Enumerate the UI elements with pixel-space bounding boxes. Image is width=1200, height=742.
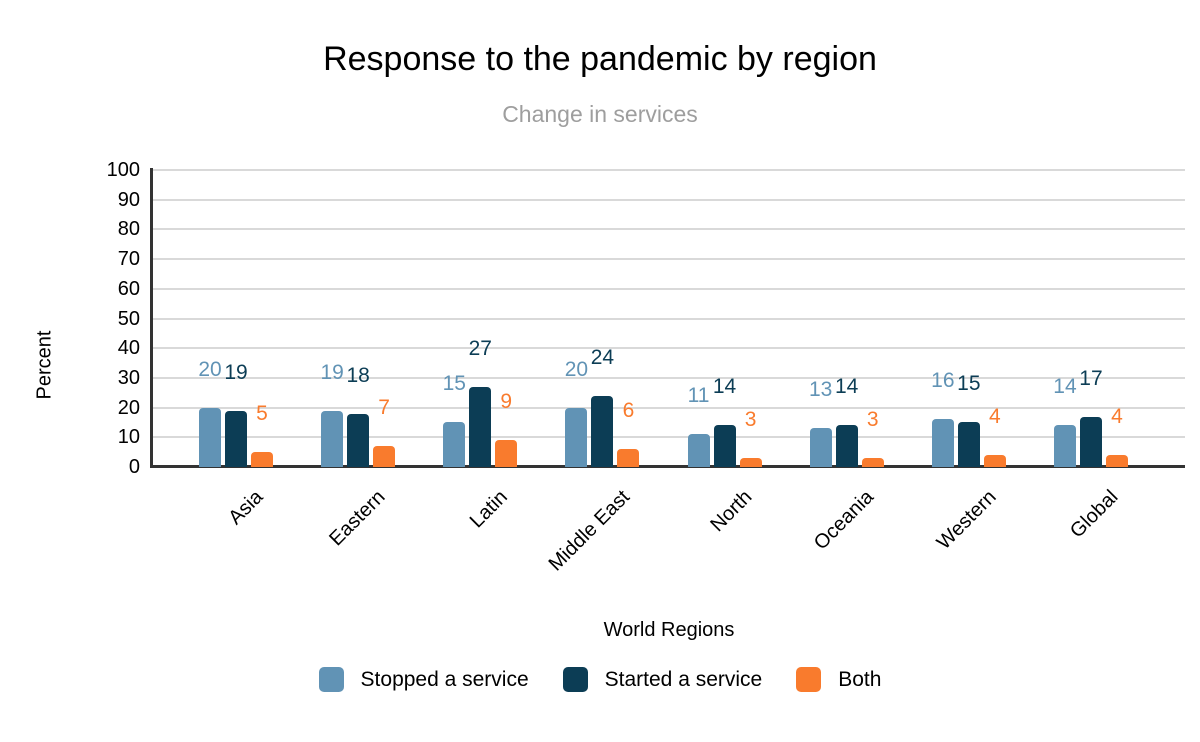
y-tick-label: 100 xyxy=(106,159,140,181)
y-tick-label: 10 xyxy=(117,426,140,449)
bar-value-label: 17 xyxy=(1079,366,1103,390)
x-tick-label: Eastern xyxy=(325,486,390,551)
bar-stopped-a-service-asia[interactable] xyxy=(199,407,221,467)
plot-area: 0 10 20 30 40 50 60 70 80 90 100 20 19 5 Asia 19 18 7 East… xyxy=(107,159,1185,575)
bar-value-label: 11 xyxy=(687,384,710,408)
bar-value-label: 19 xyxy=(224,360,248,384)
y-tick-label: 0 xyxy=(128,456,140,478)
bar-started-a-service-eastern[interactable] xyxy=(347,413,370,467)
bar-value-label: 4 xyxy=(988,405,1001,429)
y-axis-line xyxy=(150,168,153,467)
gridline xyxy=(153,406,1185,409)
gridline xyxy=(153,169,1185,171)
gridline xyxy=(153,317,1185,320)
y-tick-label: 80 xyxy=(117,218,140,241)
gridline xyxy=(153,258,1185,261)
y-tick-label: 50 xyxy=(117,307,140,330)
bar-stopped-a-service-global[interactable] xyxy=(1053,425,1076,467)
gridline xyxy=(153,376,1185,379)
bar-value-label: 20 xyxy=(564,357,589,381)
bar-both-middle-east[interactable] xyxy=(617,449,640,467)
bar-both-north[interactable] xyxy=(739,458,762,467)
gridline xyxy=(153,198,1185,201)
x-axis-title: World Regions xyxy=(603,619,735,641)
legend-label: Both xyxy=(838,667,882,691)
x-tick-label: Oceania xyxy=(810,486,879,555)
bar-value-label: 15 xyxy=(442,372,466,396)
bar-started-a-service-western[interactable] xyxy=(957,422,980,467)
bar-stopped-a-service-eastern[interactable] xyxy=(321,410,344,467)
bar-value-label: 24 xyxy=(590,345,615,369)
chart-title: Response to the pandemic by region xyxy=(323,40,877,78)
y-tick-label: 70 xyxy=(117,248,140,271)
x-tick-label: Asia xyxy=(224,486,268,530)
bar-value-label: 14 xyxy=(1053,375,1077,399)
bar-stopped-a-service-latin[interactable] xyxy=(443,422,466,467)
x-tick-label: Latin xyxy=(465,486,512,533)
legend-swatch-both xyxy=(796,667,822,692)
x-tick-label: North xyxy=(705,486,757,537)
bar-value-label: 4 xyxy=(1111,405,1123,429)
legend-item-both[interactable]: Both xyxy=(796,667,881,692)
bar-value-label: 14 xyxy=(712,375,737,399)
x-tick-label: Western xyxy=(932,486,1001,554)
bar-both-western[interactable] xyxy=(983,455,1006,467)
bar-value-label: 7 xyxy=(378,396,390,420)
bar-value-label: 27 xyxy=(468,336,492,360)
bar-value-label: 14 xyxy=(835,375,859,399)
y-tick-label: 30 xyxy=(117,366,140,389)
legend-label: Stopped a service xyxy=(360,667,529,691)
legend-item-started-a-service[interactable]: Started a service xyxy=(562,667,763,692)
bar-stopped-a-service-middle-east[interactable] xyxy=(565,407,588,467)
legend-label: Started a service xyxy=(604,667,763,691)
bar-started-a-service-oceania[interactable] xyxy=(835,425,858,467)
bar-started-a-service-north[interactable] xyxy=(713,425,736,467)
bar-value-label: 5 xyxy=(256,402,268,426)
bar-stopped-a-service-north[interactable] xyxy=(687,434,710,467)
bar-both-oceania[interactable] xyxy=(861,458,884,467)
x-tick-label: Global xyxy=(1066,486,1123,543)
chart-subtitle: Change in services xyxy=(502,101,698,127)
x-axis-line xyxy=(150,465,1185,468)
bar-stopped-a-service-western[interactable] xyxy=(931,419,954,467)
bar-started-a-service-global[interactable] xyxy=(1079,416,1102,467)
bar-both-global[interactable] xyxy=(1105,455,1128,467)
bar-value-label: 16 xyxy=(931,369,955,393)
y-tick-label: 40 xyxy=(117,337,140,360)
bar-value-label: 9 xyxy=(500,390,513,414)
y-tick-label: 90 xyxy=(117,188,140,211)
bar-both-latin[interactable] xyxy=(495,440,518,467)
legend: Stopped a service Started a service Both xyxy=(0,667,1200,692)
bar-value-label: 3 xyxy=(744,408,757,432)
bar-stopped-a-service-oceania[interactable] xyxy=(809,428,832,467)
gridline xyxy=(153,347,1185,350)
bar-started-a-service-middle-east[interactable] xyxy=(591,395,614,467)
bar-started-a-service-asia[interactable] xyxy=(225,410,247,467)
bar-started-a-service-latin[interactable] xyxy=(469,386,492,467)
legend-item-stopped-a-service[interactable]: Stopped a service xyxy=(318,667,529,692)
y-axis-title: Percent xyxy=(33,330,56,400)
bar-value-label: 20 xyxy=(198,357,222,381)
gridline xyxy=(153,228,1185,231)
bar-value-label: 18 xyxy=(346,363,370,387)
bar-value-label: 13 xyxy=(809,378,833,402)
bar-value-label: 6 xyxy=(622,399,635,423)
bar-value-label: 19 xyxy=(320,360,344,384)
y-tick-label: 20 xyxy=(117,396,140,419)
bar-value-label: 15 xyxy=(957,372,981,396)
gridline xyxy=(153,436,1185,439)
y-tick-label: 60 xyxy=(117,277,140,300)
legend-swatch-stopped-a-service xyxy=(318,667,344,692)
x-tick-label: Middle East xyxy=(544,486,634,576)
gridline xyxy=(153,287,1185,290)
bar-both-asia[interactable] xyxy=(251,452,273,467)
bar-both-eastern[interactable] xyxy=(373,446,396,467)
legend-swatch-started-a-service xyxy=(562,667,588,692)
bar-value-label: 3 xyxy=(866,408,879,432)
